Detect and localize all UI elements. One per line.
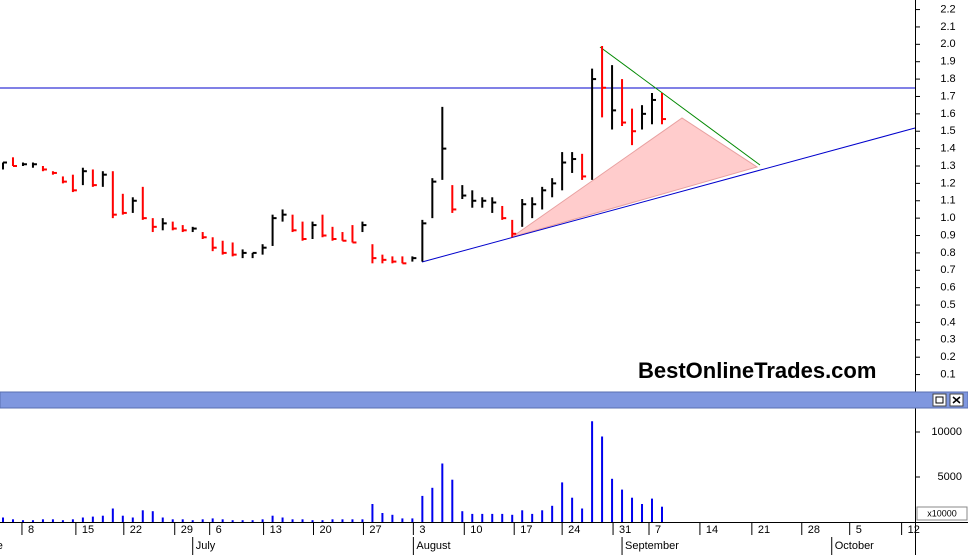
support-trendline bbox=[421, 127, 916, 263]
y-tick-label: 0.7 bbox=[940, 264, 955, 276]
x-tick-label: 3 bbox=[419, 524, 425, 536]
x-tick-label: 17 bbox=[520, 524, 532, 536]
y-tick-label: 0.4 bbox=[940, 316, 955, 328]
y-tick-label: 0.2 bbox=[940, 351, 955, 363]
scale-box bbox=[916, 506, 968, 521]
x-tick-label: 21 bbox=[758, 524, 770, 536]
y-tick-label: 1.7 bbox=[940, 90, 955, 102]
volume-panel bbox=[1, 421, 663, 522]
y-tick-label: 10000 bbox=[931, 426, 962, 438]
month-label: July bbox=[196, 540, 216, 552]
y-tick-label: 0.5 bbox=[940, 299, 955, 311]
restore-button[interactable] bbox=[932, 393, 947, 407]
triangle-shading bbox=[511, 117, 759, 238]
x-tick-label: 15 bbox=[82, 524, 94, 536]
y-tick-label: 1.6 bbox=[940, 108, 955, 120]
restore-icon bbox=[935, 396, 944, 404]
x-tick-label: 27 bbox=[369, 524, 381, 536]
x-tick-label: 12 bbox=[908, 524, 920, 536]
y-tick-label: 0.9 bbox=[940, 229, 955, 241]
x-tick-label: 31 bbox=[619, 524, 631, 536]
x-tick-label: 10 bbox=[470, 524, 482, 536]
month-label: October bbox=[835, 540, 874, 552]
y-tick-label: 2.1 bbox=[940, 21, 955, 33]
downtrend-line bbox=[599, 46, 761, 166]
y-tick-label: 2.2 bbox=[940, 3, 955, 15]
y-tick-label: 0.6 bbox=[940, 282, 955, 294]
x-tick-label: 8 bbox=[28, 524, 34, 536]
x-tick-label: 13 bbox=[270, 524, 282, 536]
y-tick-label: 1.2 bbox=[940, 177, 955, 189]
x-tick-label: 6 bbox=[216, 524, 222, 536]
month-label: June bbox=[0, 540, 3, 552]
y-tick-label: 1.9 bbox=[940, 56, 955, 68]
month-label: September bbox=[625, 540, 679, 552]
price-panel bbox=[1, 46, 666, 265]
y-tick-label: 1.1 bbox=[940, 195, 955, 207]
x-tick-label: 14 bbox=[706, 524, 718, 536]
y-tick-label: 2.0 bbox=[940, 38, 955, 50]
watermark: BestOnlineTrades.com bbox=[638, 358, 876, 383]
x-tick-label: 28 bbox=[808, 524, 820, 536]
x-tick-label: 29 bbox=[181, 524, 193, 536]
y-tick-label: 1.4 bbox=[940, 143, 955, 155]
x-tick-label: 24 bbox=[568, 524, 580, 536]
y-tick-label: 1.0 bbox=[940, 212, 955, 224]
close-icon bbox=[952, 396, 961, 404]
y-tick-label: 0.1 bbox=[940, 368, 955, 380]
x-tick-label: 22 bbox=[130, 524, 142, 536]
y-tick-label: 1.8 bbox=[940, 73, 955, 85]
y-tick-label: 1.5 bbox=[940, 125, 955, 137]
y-tick-label: 5000 bbox=[938, 471, 962, 483]
month-label: August bbox=[416, 540, 450, 552]
y-tick-label: 0.3 bbox=[940, 334, 955, 346]
volume-scale-label: x10000 bbox=[927, 508, 957, 518]
panel-separator bbox=[0, 391, 968, 409]
x-tick-label: 5 bbox=[856, 524, 862, 536]
y-tick-label: 0.8 bbox=[940, 247, 955, 259]
y-tick-label: 1.3 bbox=[940, 160, 955, 172]
x-tick-label: 7 bbox=[655, 524, 661, 536]
x-tick-label: 20 bbox=[320, 524, 332, 536]
